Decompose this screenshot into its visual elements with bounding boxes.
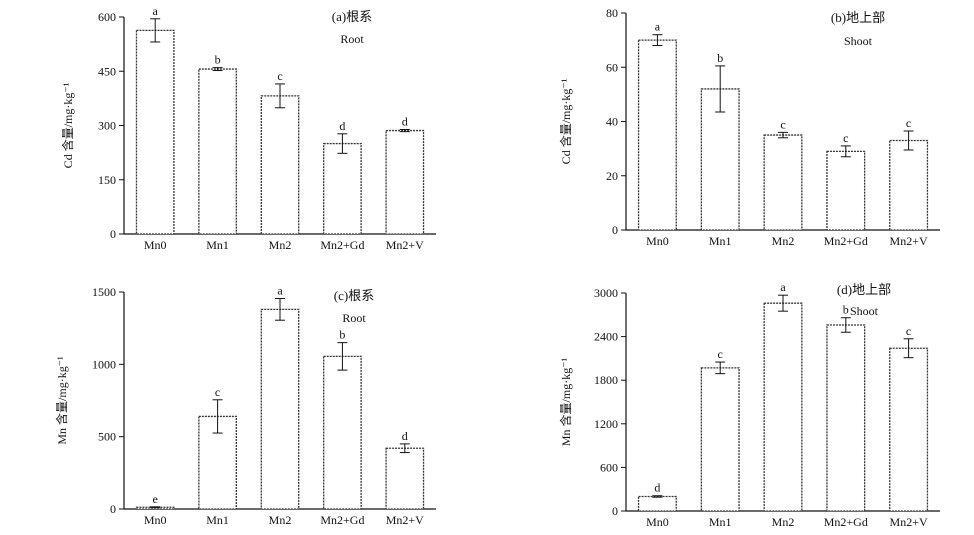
significance-label: c [780, 117, 785, 131]
y-tick-label: 1500 [92, 285, 116, 299]
bar [637, 39, 677, 231]
significance-label: c [277, 69, 282, 83]
significance-label: a [655, 20, 661, 34]
category-label: Mn2+Gd [320, 238, 364, 252]
significance-label: c [718, 347, 723, 361]
chart-subtitle: Shoot [850, 304, 879, 318]
bar [135, 29, 175, 235]
category-label: Mn2 [772, 515, 795, 529]
category-label: Mn0 [646, 234, 669, 248]
chart-title: (a)根系 [332, 9, 372, 24]
y-tick-label: 3000 [594, 286, 618, 300]
category-label: Mn2 [269, 513, 292, 527]
category-label: Mn0 [646, 515, 669, 529]
y-tick-label: 0 [110, 502, 116, 516]
category-label: Mn2+V [890, 515, 928, 529]
category-label: Mn2 [772, 234, 795, 248]
category-label: Mn2+V [386, 238, 424, 252]
bar [260, 308, 300, 510]
y-tick-label: 150 [98, 173, 116, 187]
category-label: Mn2+Gd [824, 515, 868, 529]
y-tick-label: 80 [606, 6, 618, 20]
significance-label: b [717, 51, 723, 65]
y-tick-label: 450 [98, 64, 116, 78]
category-label: Mn2+V [386, 513, 424, 527]
category-label: Mn1 [709, 515, 732, 529]
bar [323, 355, 362, 510]
chart-panel-4: 0 600 1200 1800 2400 3000 d Mn0 c Mn1 a Mn2 b Mn2+Gd c… [558, 280, 940, 529]
category-label: Mn1 [709, 234, 732, 248]
chart-panel-1: 0 150 300 450 600 a Mn0 b Mn1 c Mn2 d Mn2+Gd d Mn2+V (a… [60, 4, 436, 252]
bar [889, 139, 929, 231]
significance-label: b [339, 328, 345, 342]
chart-panel-3: 0 500 1000 1500 e Mn0 c Mn1 a Mn2 b Mn2+Gd d Mn2+V (c)… [54, 284, 436, 527]
y-tick-label: 0 [612, 504, 618, 518]
significance-label: d [402, 114, 408, 128]
chart-title: (b)地上部 [831, 10, 885, 25]
y-tick-label: 2400 [594, 330, 618, 344]
y-tick-label: 0 [612, 223, 618, 237]
y-tick-label: 300 [98, 119, 116, 133]
significance-label: d [654, 481, 660, 495]
significance-label: c [906, 324, 911, 338]
bar [763, 302, 803, 512]
category-label: Mn2 [269, 238, 292, 252]
bar [700, 367, 740, 512]
chart-subtitle: Root [342, 311, 366, 325]
y-tick-label: 600 [98, 10, 116, 24]
significance-label: a [277, 284, 283, 298]
y-tick-label: 1800 [594, 373, 618, 387]
bar [385, 447, 425, 510]
category-label: Mn2+Gd [824, 234, 868, 248]
chart-subtitle: Root [340, 32, 364, 46]
significance-label: a [153, 4, 159, 18]
y-tick-label: 1000 [92, 357, 116, 371]
y-tick-label: 500 [98, 430, 116, 444]
significance-label: b [215, 53, 221, 67]
bar [889, 347, 929, 512]
y-axis-label: Mn 含量/mg·kg⁻¹ [558, 357, 573, 446]
bar [323, 142, 362, 235]
y-axis-label: Cd 含量/mg·kg⁻¹ [60, 82, 75, 168]
significance-label: c [906, 116, 911, 130]
category-label: Mn2+V [890, 234, 928, 248]
significance-label: d [339, 119, 345, 133]
y-axis-label: Cd 含量/mg·kg⁻¹ [558, 78, 573, 164]
category-label: Mn0 [144, 238, 167, 252]
significance-label: c [843, 131, 848, 145]
category-label: Mn1 [206, 238, 229, 252]
significance-label: a [780, 280, 786, 294]
bar [260, 95, 300, 235]
chart-panel-2: 0 20 40 60 80 a Mn0 b Mn1 c Mn2 c Mn2+Gd c Mn2+V (b)地上部… [558, 6, 940, 248]
significance-label: d [402, 429, 408, 443]
category-label: Mn2+Gd [320, 513, 364, 527]
bar [826, 150, 866, 231]
bar [637, 495, 677, 512]
significance-label: e [153, 492, 158, 506]
bar [198, 68, 237, 235]
y-tick-label: 600 [600, 460, 618, 474]
chart-subtitle: Shoot [844, 34, 873, 48]
y-tick-label: 0 [110, 227, 116, 241]
category-label: Mn1 [206, 513, 229, 527]
y-tick-label: 20 [606, 169, 618, 183]
y-tick-label: 40 [606, 115, 618, 129]
significance-label: b [843, 303, 849, 317]
bar [826, 324, 866, 512]
bar [763, 134, 803, 231]
y-tick-label: 1200 [594, 417, 618, 431]
bar [385, 129, 425, 235]
y-axis-label: Mn 含量/mg·kg⁻¹ [54, 356, 69, 445]
category-label: Mn0 [144, 513, 167, 527]
significance-label: c [215, 385, 220, 399]
chart-title: (c)根系 [334, 288, 374, 303]
y-tick-label: 60 [606, 60, 618, 74]
chart-title: (d)地上部 [837, 282, 891, 297]
